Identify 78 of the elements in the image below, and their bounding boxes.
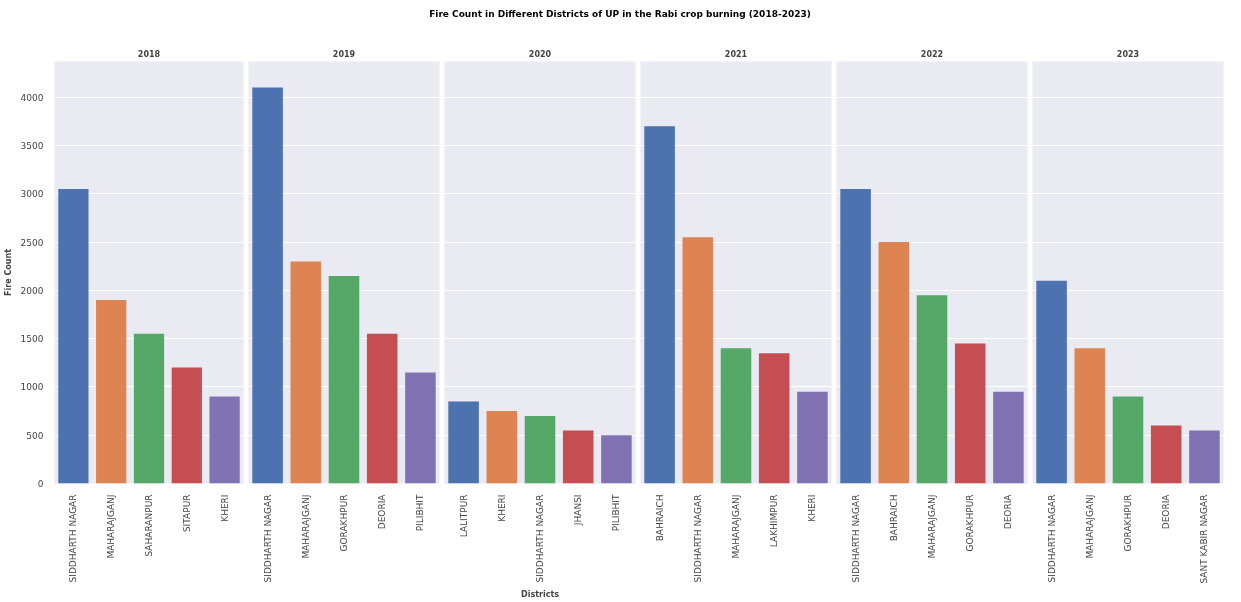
x-tick-label: GORAKHPUR <box>1123 494 1133 552</box>
x-tick-label: MAHARAJGANJ <box>731 494 741 559</box>
chart-title: 2018 <box>137 49 161 59</box>
x-tick-label: SAHARANPUR <box>144 494 154 557</box>
chart-title: 2020 <box>528 49 552 59</box>
chart-title: 2019 <box>332 49 356 59</box>
bar <box>133 333 165 484</box>
bar <box>366 333 398 484</box>
x-tick-label: GORAKHPUR <box>339 494 349 552</box>
bar <box>682 237 714 484</box>
bar <box>1189 430 1220 484</box>
bar <box>328 275 360 484</box>
bar <box>758 353 790 484</box>
x-tick-label: SIDDHARTH NAGAR <box>262 494 273 583</box>
x-tick-label: KHERI <box>219 494 230 522</box>
bar <box>290 261 322 484</box>
bar <box>720 348 752 484</box>
x-axis-title: Districts <box>521 590 560 600</box>
bar <box>878 242 910 484</box>
x-tick-label: GORAKHPUR <box>965 494 976 552</box>
y-tick-label: 3500 <box>20 141 44 152</box>
bar <box>954 343 986 484</box>
x-tick-label: SIDDHARTH NAGAR <box>692 494 703 583</box>
x-tick-label: MAHARAJGANJ <box>300 494 311 559</box>
x-tick-label: MAHARAJGANJ <box>927 494 937 559</box>
x-tick-label: KHERI <box>807 494 818 522</box>
y-tick-label: 3000 <box>20 189 44 200</box>
bar <box>1074 348 1106 484</box>
bar <box>1150 425 1182 484</box>
x-tick-label: SIDDHARTH NAGAR <box>68 494 79 583</box>
x-tick-label: SANT KABIR NAGAR <box>1199 494 1210 584</box>
bar <box>993 391 1024 484</box>
x-tick-label: DEORIA <box>1003 493 1014 530</box>
chart-title: 2022 <box>920 49 944 59</box>
bar <box>562 430 594 484</box>
text: Fire Count in Different Districts of UP in the Rabi crop burning (2018-2023) <box>428 8 812 21</box>
bar <box>1036 280 1067 484</box>
x-tick-label: PILIBHIT <box>611 494 622 532</box>
bar <box>448 401 479 484</box>
x-tick-label: SIDDHARTH NAGAR <box>1046 494 1057 583</box>
bar <box>96 300 127 484</box>
x-tick-label: BAHRAICH <box>654 494 665 542</box>
x-tick-label: PILIBHIT <box>415 494 426 532</box>
bar <box>916 295 948 484</box>
bar <box>405 372 436 484</box>
x-tick-label: BAHRAICH <box>888 494 899 542</box>
bar <box>840 188 871 484</box>
bar <box>644 126 675 484</box>
y-tick-label: 0 <box>37 479 44 489</box>
bar <box>486 411 518 484</box>
y-tick-label: 2500 <box>20 237 44 248</box>
bar <box>209 396 240 484</box>
bar <box>171 367 202 484</box>
chart-title: 2023 <box>1116 49 1140 59</box>
bar <box>1112 396 1144 484</box>
x-tick-label: MAHARAJGANJ <box>1084 494 1095 559</box>
x-tick-label: LALITPUR <box>458 494 469 538</box>
bar <box>524 415 556 484</box>
y-tick-label: 500 <box>26 430 44 441</box>
y-axis-title: Fire Count <box>3 248 13 296</box>
x-tick-label: KHERI <box>496 494 507 522</box>
x-tick-label: SIDDHARTH NAGAR <box>850 494 861 583</box>
bar <box>601 435 632 484</box>
x-tick-label: SITAPUR <box>181 494 192 533</box>
y-tick-label: 1000 <box>20 382 44 393</box>
x-tick-label: DEORIA <box>1161 493 1172 530</box>
x-tick-label: MAHARAJGANJ <box>106 494 117 559</box>
x-tick-label: SIDDHARTH NAGAR <box>535 494 545 583</box>
x-tick-label: LAKHIMPUR <box>769 494 780 548</box>
bar <box>58 188 89 484</box>
y-tick-label: 4000 <box>20 92 44 103</box>
y-tick-label: 1500 <box>20 334 44 345</box>
x-tick-label: DEORIA <box>377 493 388 530</box>
bar <box>252 87 283 484</box>
chart-title: 2021 <box>724 49 748 59</box>
y-tick-label: 2000 <box>20 285 44 296</box>
x-tick-label: JHANSI <box>573 494 584 527</box>
bar <box>797 391 828 484</box>
